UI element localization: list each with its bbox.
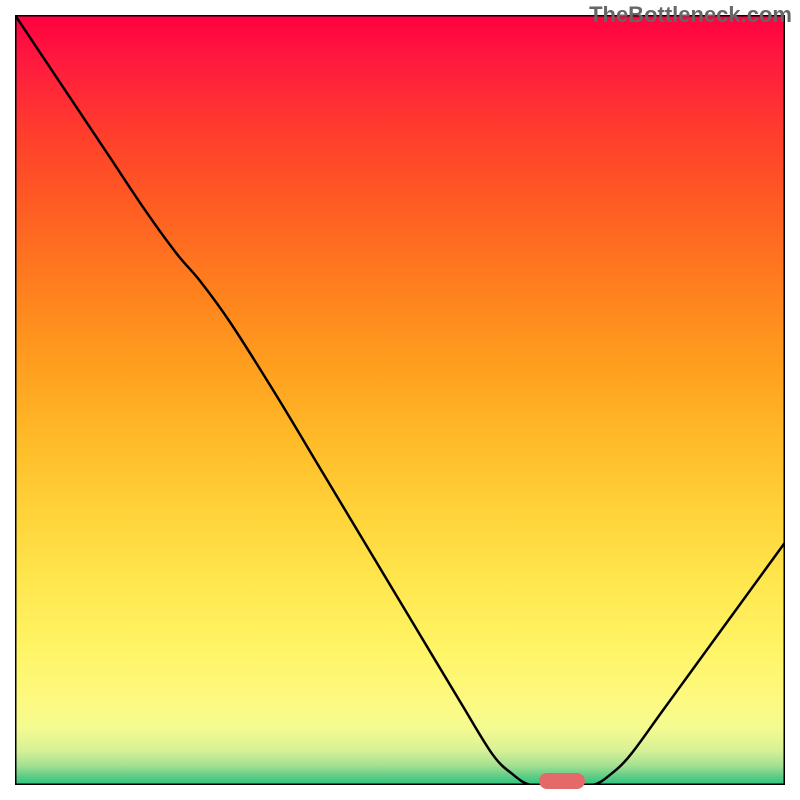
watermark-text: TheBottleneck.com: [589, 2, 792, 28]
plot-area: [15, 15, 785, 785]
gradient-background: [15, 15, 785, 785]
chart-svg: [15, 15, 785, 785]
optimal-marker: [539, 773, 585, 788]
bottleneck-chart: TheBottleneck.com: [0, 0, 800, 800]
